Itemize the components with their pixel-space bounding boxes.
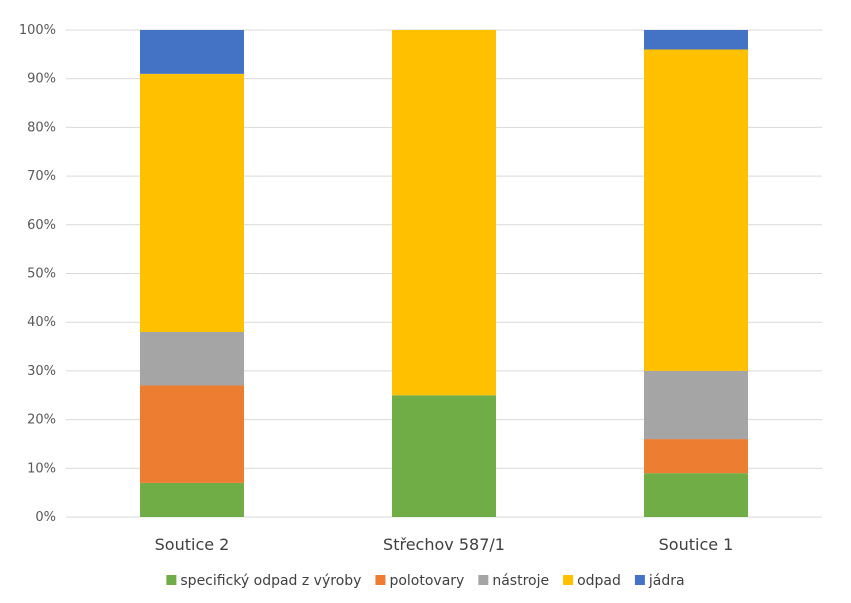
legend-label: jádra [648,573,685,589]
bar-segment [140,73,244,332]
y-tick-label: 60% [27,218,56,233]
legend-item: odpad [563,573,621,589]
y-tick-label: 0% [35,510,56,525]
y-tick-label: 70% [27,169,56,184]
bar-segment [392,395,496,517]
legend-label: odpad [577,573,621,589]
x-category-label: Soutice 2 [155,535,230,554]
bar-segment [140,482,244,517]
legend-item: polotovary [375,573,464,589]
bar-segment [644,439,748,474]
legend-label: polotovary [389,573,464,589]
x-category-label: Střechov 587/1 [383,535,505,554]
y-tick-label: 30% [27,364,56,379]
legend-item: jádra [634,573,685,589]
y-tick-label: 100% [19,23,56,38]
legend-item: nástroje [478,573,549,589]
legend-swatch [375,575,386,585]
bar-segment [140,30,244,74]
legend-item: specifický odpad z výroby [166,573,361,589]
bar-segment [140,331,244,386]
legend-swatch [478,575,489,585]
legend-swatch [166,575,177,585]
y-axis-ticks: 0% 10% 20% 30% 40% 50% 60% 70% 80% 90% 100% [19,23,56,525]
legend-label: nástroje [492,573,549,589]
bars [140,30,748,517]
bar-segment [644,473,748,517]
x-axis-categories: Soutice 2 Střechov 587/1 Soutice 1 [155,535,734,554]
bar-segment [644,30,748,50]
y-tick-label: 50% [27,267,56,282]
x-category-label: Soutice 1 [659,535,734,554]
bar-segment [644,370,748,440]
y-tick-label: 20% [27,413,56,428]
y-tick-label: 80% [27,120,56,135]
bar-segment [392,30,496,396]
bar-segment [644,49,748,371]
bar-segment [140,385,244,483]
y-tick-label: 40% [27,315,56,330]
legend-label: specifický odpad z výroby [180,573,361,589]
legend: specifický odpad z výroby polotovary nástr… [166,573,685,589]
legend-swatch [634,575,645,585]
y-tick-label: 90% [27,72,56,87]
y-tick-label: 10% [27,461,56,476]
legend-swatch [563,575,574,585]
